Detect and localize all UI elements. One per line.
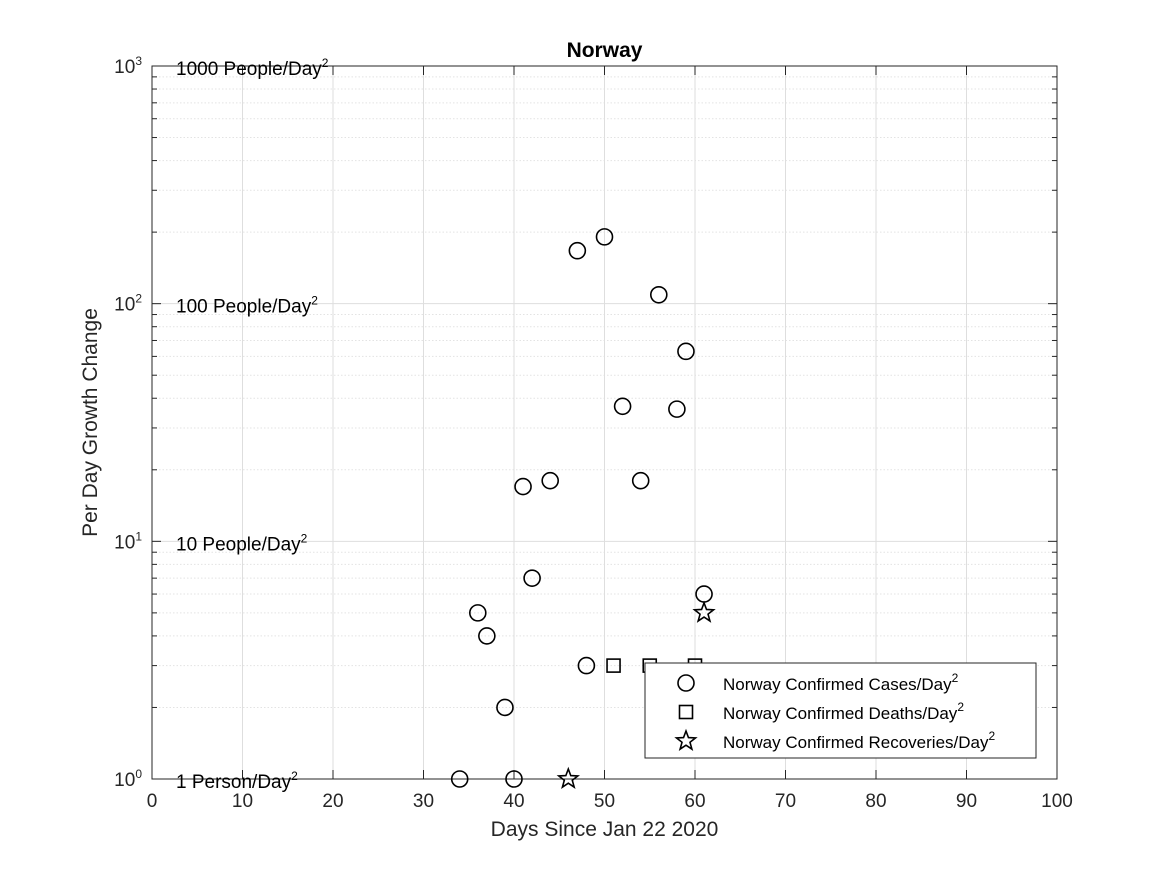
y-tick-label: 102: [114, 292, 142, 316]
circle-marker: [577, 656, 596, 675]
circle-marker: [677, 342, 695, 361]
legend-entry-label: Norway Confirmed Deaths/Day2: [723, 700, 964, 723]
circle-marker: [631, 471, 650, 490]
circle-marker: [541, 471, 560, 490]
x-tick-label: 90: [956, 791, 977, 812]
circle-marker: [450, 770, 469, 788]
x-tick-label: 50: [594, 791, 615, 812]
legend-circle-marker: [677, 674, 695, 692]
circle-marker: [523, 569, 541, 587]
x-tick-label: 40: [503, 791, 524, 812]
x-tick-label: 70: [775, 791, 796, 812]
annotations: 1000 People/Day2 100 People/Day2 10 People…: [176, 56, 329, 793]
circle-marker: [668, 400, 686, 418]
reference-label: 1000 People/Day2: [176, 56, 329, 80]
circle-marker: [568, 241, 587, 260]
legend-entry-label: Norway Confirmed Recoveries/Day2: [723, 729, 995, 752]
legend-entry-label: Norway Confirmed Cases/Day2: [723, 671, 959, 694]
x-tick-label: 100: [1041, 791, 1073, 812]
x-tick-label: 60: [684, 791, 705, 812]
reference-label: 1 Person/Day2: [176, 769, 298, 793]
circle-marker: [613, 397, 632, 416]
circle-marker: [468, 604, 487, 622]
x-tick-label: 30: [413, 791, 434, 812]
chart-title: Norway: [567, 39, 643, 62]
x-tick-label: 0: [147, 791, 158, 812]
axes: 0 10 20 30 40 50 60 70 80 90 100 100 101 102 103: [114, 54, 1073, 812]
grid: [151, 65, 1058, 780]
reference-label: 100 People/Day2: [176, 294, 318, 318]
x-tick-label: 80: [865, 791, 886, 812]
square-marker: [606, 658, 621, 673]
circle-marker: [505, 770, 523, 788]
y-tick-label: 101: [114, 529, 142, 553]
y-tick-label: 100: [114, 767, 142, 791]
circle-marker: [595, 228, 614, 246]
legend-star-marker: [674, 728, 698, 751]
y-axis-label: Per Day Growth Change: [79, 308, 102, 537]
x-tick-label: 20: [322, 791, 343, 812]
data-points: [450, 228, 716, 789]
legend-box: [644, 662, 1037, 759]
circle-marker: [514, 477, 532, 496]
x-axis-label: Days Since Jan 22 2020: [491, 818, 719, 841]
star-marker: [556, 766, 580, 789]
reference-label: 10 People/Day2: [176, 531, 308, 555]
star-marker: [692, 600, 716, 623]
circle-marker: [478, 627, 496, 645]
legend-square-marker: [678, 704, 694, 720]
x-tick-label: 10: [232, 791, 253, 812]
y-tick-label: 103: [114, 54, 142, 78]
circle-marker: [649, 285, 668, 304]
legend: Norway Confirmed Cases/Day2 Norway Confir…: [644, 662, 1037, 759]
circle-marker: [496, 698, 514, 717]
